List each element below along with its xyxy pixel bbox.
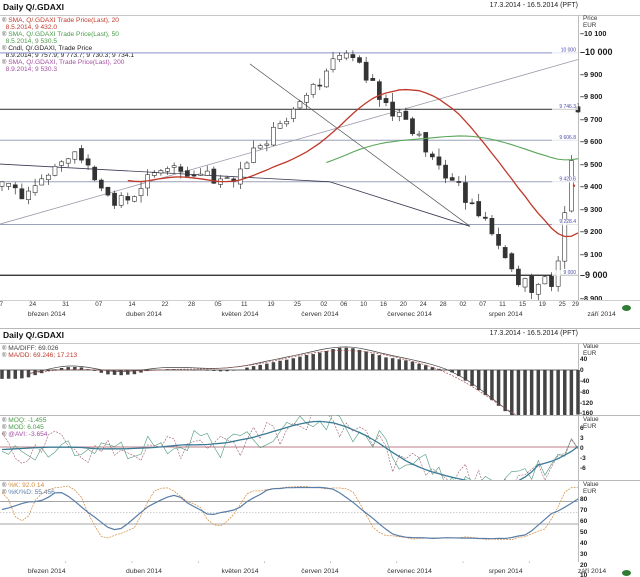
svg-text:9 746.3: 9 746.3 — [559, 104, 576, 110]
svg-text:9 228.4: 9 228.4 — [559, 219, 576, 225]
svg-text:9 420.6: 9 420.6 — [559, 177, 576, 183]
svg-text:9 606.8: 9 606.8 — [559, 135, 576, 141]
svg-text:9 000: 9 000 — [563, 270, 576, 276]
svg-text:10 000: 10 000 — [561, 48, 577, 54]
